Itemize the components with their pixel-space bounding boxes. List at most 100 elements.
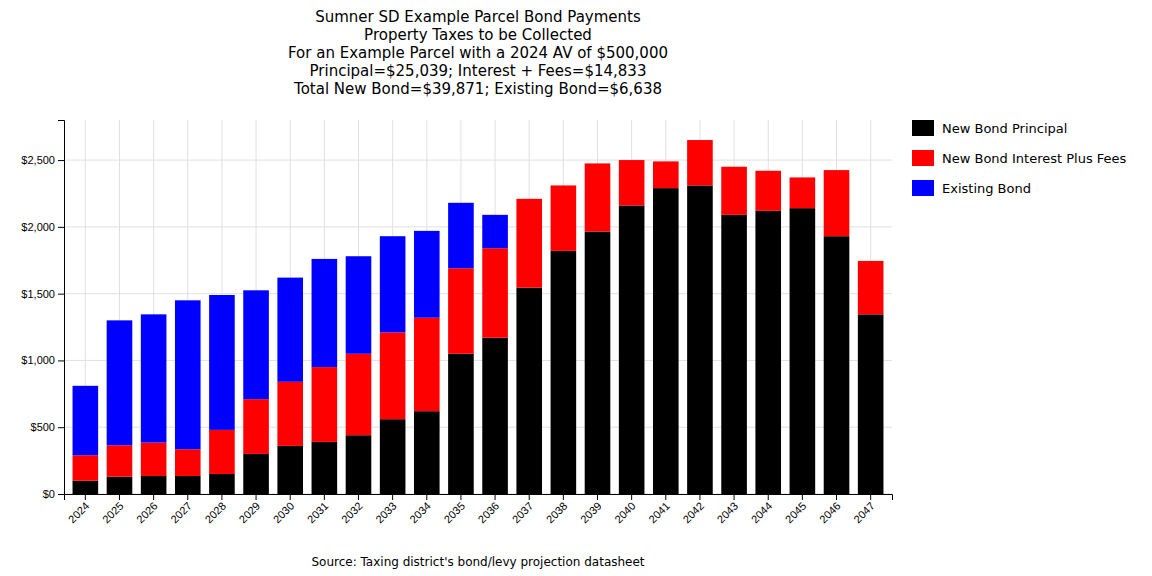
bar [448,203,474,268]
title-line: Property Taxes to be Collected [364,26,592,44]
bar [516,288,542,494]
legend-swatch [912,180,934,196]
x-tick-label: 2029 [236,500,262,526]
bar [209,430,235,474]
x-tick-label: 2047 [851,500,877,526]
legend-label: Existing Bond [942,181,1031,196]
bar-series [73,203,508,455]
x-tick: 2031 [305,494,331,525]
x-tick-mark [392,494,393,500]
x-tick-mark [665,494,666,500]
legend: New Bond PrincipalNew Bond Interest Plus… [912,120,1127,196]
bar [858,261,884,314]
x-tick-label: 2033 [373,500,399,526]
y-tick-label: $2,000 [21,221,55,233]
bar [175,300,201,449]
x-tick-label: 2024 [66,500,92,526]
bar [482,215,508,248]
bar [687,140,713,141]
bar [414,411,440,494]
legend-swatch [912,120,934,136]
x-tick-label: 2030 [271,500,297,526]
x-tick-mark [563,494,564,500]
title: Sumner SD Example Parcel Bond PaymentsPr… [288,8,668,98]
x-tick: 2036 [475,494,501,525]
bar [277,446,303,494]
x-tick-label: 2031 [305,500,331,526]
y-tick-mark [58,360,64,361]
x-tick-mark [460,494,461,500]
bar [755,171,781,211]
x-tick-label: 2038 [544,500,570,526]
bar [585,232,611,494]
bar [790,208,816,494]
bar [551,185,577,186]
bar [414,318,440,412]
bar [141,443,167,476]
x-tick: 2037 [510,494,536,525]
x-tick-label: 2032 [339,500,365,526]
x-tick-mark [153,494,154,500]
x-tick: 2027 [168,494,194,525]
bar [141,314,167,442]
x-tick-mark [836,494,837,500]
x-tick: 2034 [407,494,433,525]
bar [73,386,99,455]
x-tick-label: 2028 [202,500,228,526]
y-tick: $500 [31,421,64,433]
y-tick: $1,500 [21,288,64,300]
x-tick: 2025 [100,494,126,525]
x-tick-mark [85,494,86,500]
bar [516,198,542,199]
bar [346,354,372,435]
bar [585,163,611,164]
x-tick: 2033 [373,494,399,525]
bar [243,290,269,399]
y-tick: $2,000 [21,221,64,233]
x-tick-label: 2046 [817,500,843,526]
x-tick-label: 2040 [612,500,638,526]
bar [209,295,235,430]
x-tick: 2030 [271,494,297,525]
x-tick-mark [734,494,735,500]
x-tick-label: 2036 [475,500,501,526]
x-tick-mark [358,494,359,500]
x-tick-label: 2034 [407,500,433,526]
bar [824,170,850,171]
x-tick-mark [221,494,222,500]
bar [73,481,99,494]
bar [380,332,406,419]
bar [551,185,577,250]
x-tick: 2029 [236,494,262,525]
bar [312,367,338,442]
bar [277,382,303,446]
x-tick-mark [495,494,496,500]
x-tick-mark [119,494,120,500]
bar [824,236,850,494]
legend-swatch [912,150,934,166]
x-tick-label: 2039 [578,500,604,526]
bar [653,188,679,494]
x-tick-mark [870,494,871,500]
x-tick: 2042 [680,494,706,525]
title-line: Total New Bond=$39,871; Existing Bond=$6… [293,80,662,98]
x-tick: 2026 [134,494,160,525]
bar [175,449,201,476]
bar [209,474,235,494]
x-tick-label: 2025 [100,500,126,526]
x-tick-label: 2035 [441,500,467,526]
x-tick-mark [802,494,803,500]
x-tick-mark [597,494,598,500]
bar [687,140,713,185]
x-tick: 2043 [715,494,741,525]
y-axis: $0$500$1,000$1,500$2,000$2,500 [21,121,64,501]
bar [721,167,747,215]
bar [482,338,508,494]
bar [346,256,372,354]
bar [175,476,201,494]
bar [619,160,645,205]
legend-item: New Bond Principal [912,120,1067,136]
chart: $0$500$1,000$1,500$2,000$2,5002024202520… [0,0,1152,576]
bar [653,161,679,162]
x-axis-line [65,495,893,501]
